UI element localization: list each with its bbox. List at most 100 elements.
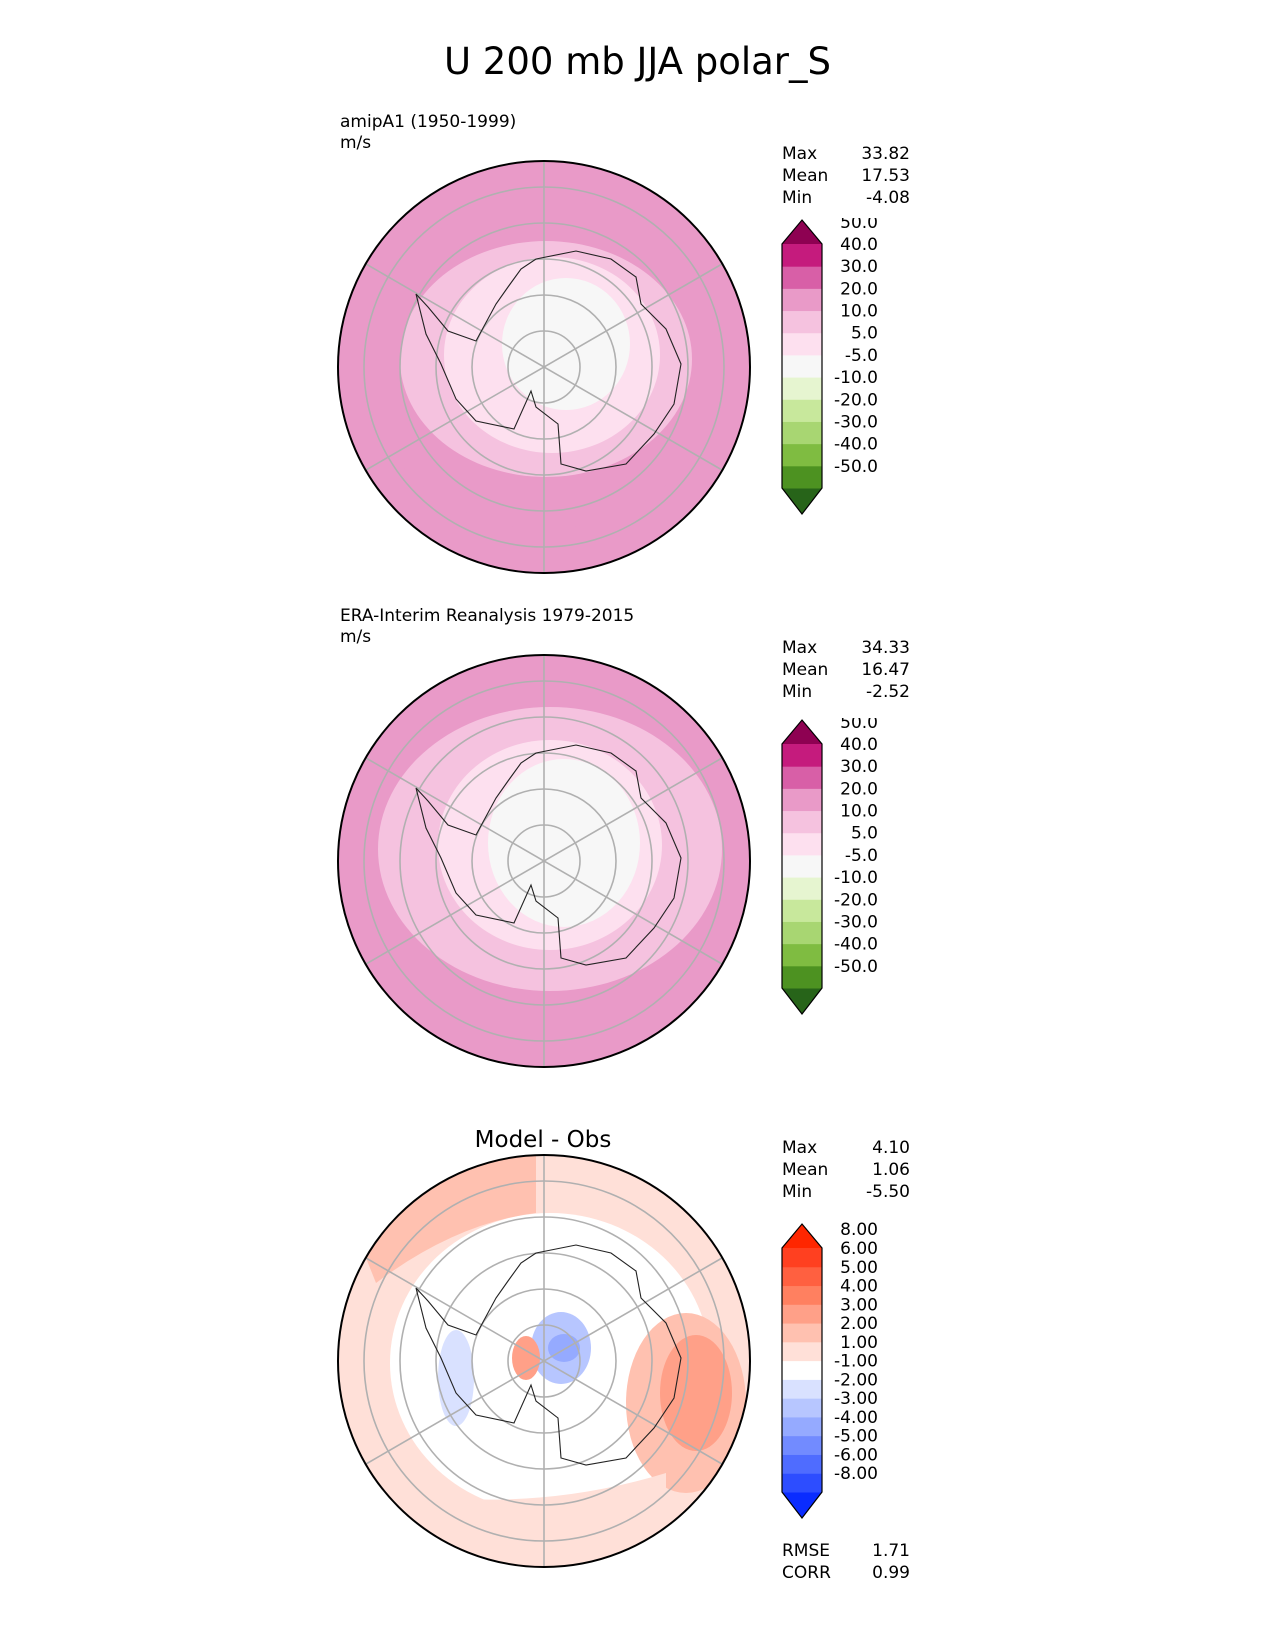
panel1-min-label: Min xyxy=(782,188,813,208)
colorbar-swatch xyxy=(782,744,822,767)
colorbar-swatch xyxy=(782,1341,822,1362)
colorbar-tick-label: -5.0 xyxy=(845,346,878,366)
colorbar-swatch xyxy=(782,1360,822,1380)
colorbar-swatch xyxy=(782,766,822,789)
colorbar-swatch xyxy=(782,488,822,514)
colorbar-tick-label: 40.0 xyxy=(840,735,878,755)
panel2-colorbar: -50.0-40.0 -30.0-20.0-10.0-5.05.010.0 20.0… xyxy=(781,718,878,1015)
colorbar-swatch xyxy=(782,943,822,967)
panel1-field-near-zero xyxy=(502,278,630,410)
colorbar-tick-label: -10.0 xyxy=(834,868,878,888)
panel2-max-label: Max xyxy=(782,638,818,658)
colorbar-tick-label: 20.0 xyxy=(840,279,878,299)
colorbar-swatch xyxy=(782,1454,822,1474)
panel3-field-positive-centre xyxy=(512,1336,540,1380)
colorbar-tick-label: 5.0 xyxy=(851,824,878,844)
colorbar-swatch xyxy=(782,377,822,400)
panel1-min-value: -4.08 xyxy=(866,188,910,208)
colorbar-swatch xyxy=(782,1492,822,1518)
panel2-map-boundary xyxy=(337,654,751,1068)
colorbar-outline xyxy=(781,719,823,1015)
panel1-colorbar: -50.0-40.0 -30.0-20.0-10.0-5.05.010.0 20.0… xyxy=(781,218,878,515)
colorbar-swatch xyxy=(782,1379,822,1399)
colorbar-swatch xyxy=(782,244,822,267)
colorbar-outline xyxy=(781,1223,823,1519)
colorbar-tick-label: -1.00 xyxy=(834,1352,878,1372)
colorbar-tick-label: 20.0 xyxy=(840,779,878,799)
panel1-units: m/s xyxy=(340,133,372,153)
colorbar-swatch xyxy=(782,443,822,467)
colorbar-swatch xyxy=(782,1473,822,1493)
panel1-max-value: 33.82 xyxy=(861,144,910,164)
panel3-polar-map xyxy=(337,1154,751,1568)
colorbar-swatch xyxy=(782,988,822,1014)
colorbar-tick-label: 5.0 xyxy=(851,324,878,344)
colorbar-swatch xyxy=(782,465,822,489)
panel2-polar-map xyxy=(337,654,751,1068)
panel3-rmse-value: 1.71 xyxy=(872,1541,910,1561)
panel1-title: amipA1 (1950-1999) xyxy=(340,112,517,132)
colorbar-swatch xyxy=(782,1224,822,1248)
colorbar-tick-label: -30.0 xyxy=(834,412,878,432)
colorbar-swatch xyxy=(782,1323,822,1343)
colorbar-tick-label: 2.00 xyxy=(840,1314,878,1334)
colorbar-swatch xyxy=(782,421,822,445)
panel2-mean-value: 16.47 xyxy=(861,660,910,680)
colorbar-tick-label: -20.0 xyxy=(834,890,878,910)
colorbar-swatch xyxy=(782,788,822,812)
panel2-field-near-zero xyxy=(488,759,640,927)
colorbar-tick-label: -3.00 xyxy=(834,1389,878,1409)
colorbar-tick-label: 10.0 xyxy=(840,802,878,822)
colorbar-swatch xyxy=(782,399,822,422)
colorbar-tick-label: 50.0 xyxy=(840,218,878,233)
panel3-skill-stats: RMSE 1.71 CORR 0.99 xyxy=(782,1540,910,1584)
colorbar-tick-label: -10.0 xyxy=(834,368,878,388)
panel3-stats: Max 4.10 Mean 1.06 Min -5.50 xyxy=(782,1137,910,1203)
colorbar-swatch xyxy=(782,877,822,900)
panel2-title: ERA-Interim Reanalysis 1979-2015 xyxy=(340,606,635,626)
panel2-stats: Max 34.33 Mean 16.47 Min -2.52 xyxy=(782,637,910,703)
colorbar-tick-label: -5.00 xyxy=(834,1427,878,1447)
colorbar-tick-label: 4.00 xyxy=(840,1277,878,1297)
colorbar-swatch xyxy=(782,1248,822,1268)
panel3-mean-label: Mean xyxy=(782,1160,829,1180)
colorbar-swatch xyxy=(782,1304,822,1324)
colorbar-tick-label: 3.00 xyxy=(840,1295,878,1315)
panel3-field-negative-centre-core xyxy=(548,1334,580,1362)
panel2-max-value: 34.33 xyxy=(861,638,910,658)
colorbar-tick-label: -6.00 xyxy=(834,1445,878,1465)
colorbar-swatch xyxy=(782,899,822,922)
panel3-colorbar: -8.00-6.00-5.00-4.00-3.00-2.00-1.001.002… xyxy=(781,1222,878,1519)
panel3-min-label: Min xyxy=(782,1182,813,1202)
colorbar-swatch xyxy=(782,354,822,378)
panel3-corr-label: CORR xyxy=(782,1563,831,1583)
colorbar-swatch xyxy=(782,220,822,244)
colorbar-swatch xyxy=(782,1398,822,1418)
panel2-min-label: Min xyxy=(782,682,813,702)
colorbar-swatch xyxy=(782,1435,822,1455)
colorbar-swatch xyxy=(782,1266,822,1287)
panel3-rmse-label: RMSE xyxy=(782,1541,831,1561)
panel3-antarctica-coastline xyxy=(415,1244,682,1466)
panel1-antarctica-coastline xyxy=(415,250,682,472)
panel3-max-label: Max xyxy=(782,1138,818,1158)
colorbar-swatch xyxy=(782,288,822,312)
colorbar-swatch xyxy=(782,1285,822,1305)
colorbar-tick-label: 10.0 xyxy=(840,302,878,322)
colorbar-tick-label: 30.0 xyxy=(840,757,878,777)
colorbar-outline xyxy=(781,219,823,515)
colorbar-tick-label: -40.0 xyxy=(834,435,878,455)
panel3-mean-value: 1.06 xyxy=(872,1160,910,1180)
panel3-min-value: -5.50 xyxy=(866,1182,910,1202)
panel2-min-value: -2.52 xyxy=(866,682,910,702)
panel3-graticule xyxy=(363,1155,725,1567)
panel1-label: amipA1 (1950-1999) m/s xyxy=(340,112,516,154)
colorbar-swatch xyxy=(782,921,822,945)
colorbar-tick-label: -20.0 xyxy=(834,390,878,410)
colorbar-tick-label: -50.0 xyxy=(834,457,878,477)
colorbar-tick-label: 30.0 xyxy=(840,257,878,277)
panel1-stats: Max 33.82 Mean 17.53 Min -4.08 xyxy=(782,143,910,209)
colorbar-tick-label: -40.0 xyxy=(834,935,878,955)
colorbar-tick-label: 5.00 xyxy=(840,1258,878,1278)
panel3-max-value: 4.10 xyxy=(872,1138,910,1158)
